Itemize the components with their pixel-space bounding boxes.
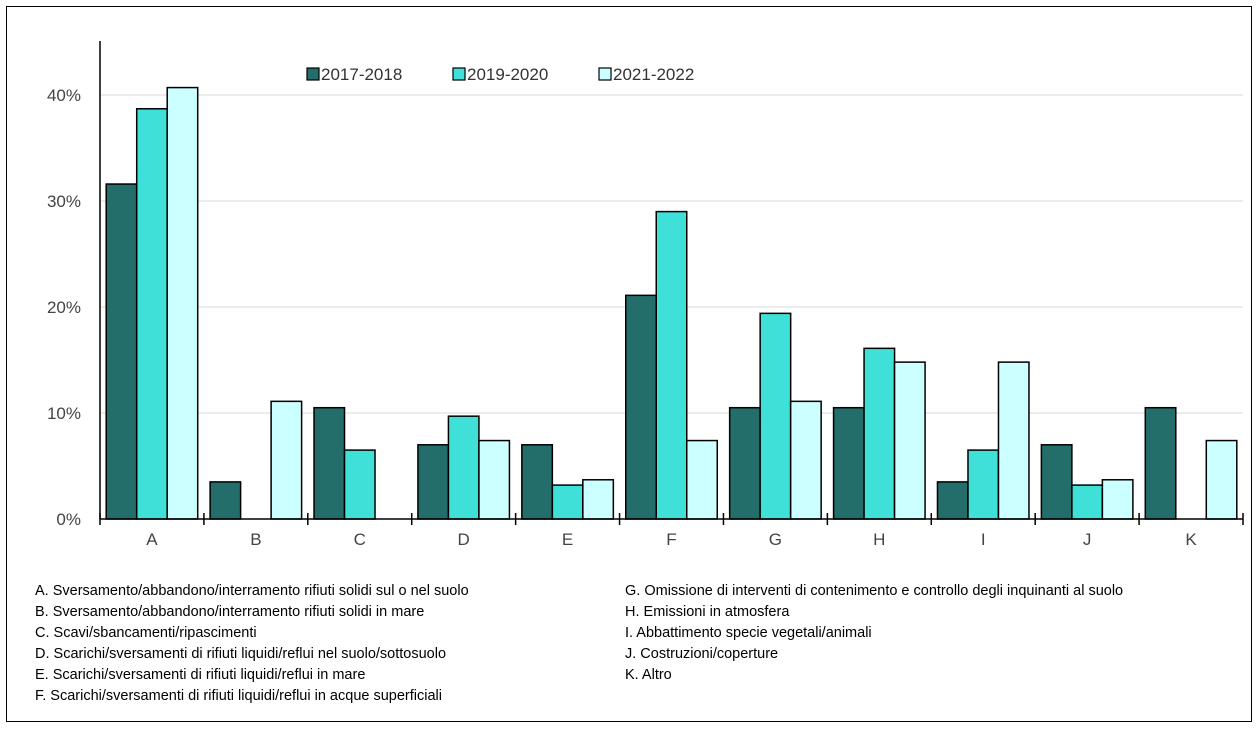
y-tick-labels: 0% 10% 20% 30% 40%: [47, 86, 81, 529]
x-tick-label: J: [1083, 530, 1092, 549]
y-tick-label: 20%: [47, 298, 81, 317]
bar: [728, 406, 761, 520]
note-line: F. Scarichi/sversamenti di rifiuti liqui…: [35, 688, 442, 704]
legend-label: 2019-2020: [467, 65, 548, 84]
note-line: B. Sversamento/abbandono/interramento ri…: [35, 604, 425, 620]
y-tick-label: 0%: [56, 510, 81, 529]
note-line: H. Emissioni in atmosfera: [625, 604, 790, 620]
y-tick-label: 10%: [47, 404, 81, 423]
axes: [99, 41, 1244, 525]
bar: [417, 444, 450, 520]
bar: [967, 449, 1000, 520]
bar: [1144, 406, 1177, 520]
note-line: A. Sversamento/abbandono/interramento ri…: [35, 583, 469, 599]
bar: [1205, 439, 1238, 520]
bar: [997, 361, 1030, 520]
bar: [759, 312, 792, 520]
chart-frame: 0% 10% 20% 30% 40% A B C D E F G H I J K 2017-2018 2019…: [6, 6, 1252, 722]
x-tick-label: H: [873, 530, 885, 549]
legend-label: 2017-2018: [321, 65, 402, 84]
note-line: C. Scavi/sbancamenti/ripascimenti: [35, 625, 257, 641]
bar: [521, 444, 554, 520]
note-line: K. Altro: [625, 667, 672, 683]
bar: [625, 294, 657, 520]
bars: [105, 86, 1238, 520]
bar: [686, 439, 718, 520]
x-tick-labels: A B C D E F G H I J K: [146, 530, 1197, 549]
note-line: D. Scarichi/sversamenti di rifiuti liqui…: [35, 646, 447, 662]
y-tick-label: 30%: [47, 192, 81, 211]
bar: [166, 86, 199, 520]
x-tick-label: D: [458, 530, 470, 549]
notes-left-column: A. Sversamento/abbandono/interramento ri…: [35, 581, 469, 707]
x-tick-label: B: [250, 530, 261, 549]
bar: [1071, 484, 1104, 520]
bar: [270, 400, 303, 520]
bar: [893, 361, 926, 520]
legend: 2017-2018 2019-2020 2021-2022: [306, 65, 694, 84]
x-tick-label: G: [769, 530, 782, 549]
x-tick-label: E: [562, 530, 573, 549]
x-tick-label: F: [666, 530, 676, 549]
bar-chart: 0% 10% 20% 30% 40% A B C D E F G H I J K 2017-2018 2019…: [47, 41, 1244, 549]
legend-swatch: [306, 67, 320, 81]
bar: [1040, 444, 1073, 520]
legend-swatch: [598, 67, 612, 81]
note-line: J. Costruzioni/coperture: [625, 646, 779, 662]
bar: [135, 108, 168, 520]
legend-label: 2021-2022: [613, 65, 694, 84]
note-line: G. Omissione di interventi di contenimen…: [625, 583, 1124, 599]
bar: [655, 210, 688, 520]
note-line: I. Abbattimento specie vegetali/animali: [625, 625, 872, 641]
bar: [105, 183, 138, 520]
x-tick-label: K: [1185, 530, 1197, 549]
legend-swatch: [452, 67, 466, 81]
bar: [832, 406, 865, 520]
x-tick-label: A: [146, 530, 158, 549]
bar: [863, 347, 896, 520]
bar: [582, 479, 615, 520]
bar: [789, 400, 822, 520]
bar: [478, 439, 511, 520]
x-tick-label: I: [981, 530, 986, 549]
bar: [447, 415, 480, 520]
y-tick-label: 40%: [47, 86, 81, 105]
bar: [1101, 479, 1134, 520]
bar: [551, 484, 584, 520]
bar: [209, 481, 242, 520]
bar: [313, 406, 346, 520]
note-line: E. Scarichi/sversamenti di rifiuti liqui…: [35, 667, 366, 683]
notes-right-column: G. Omissione di interventi di contenimen…: [625, 581, 1123, 686]
x-tick-label: C: [354, 530, 366, 549]
bar: [343, 449, 376, 520]
bar: [936, 481, 969, 520]
